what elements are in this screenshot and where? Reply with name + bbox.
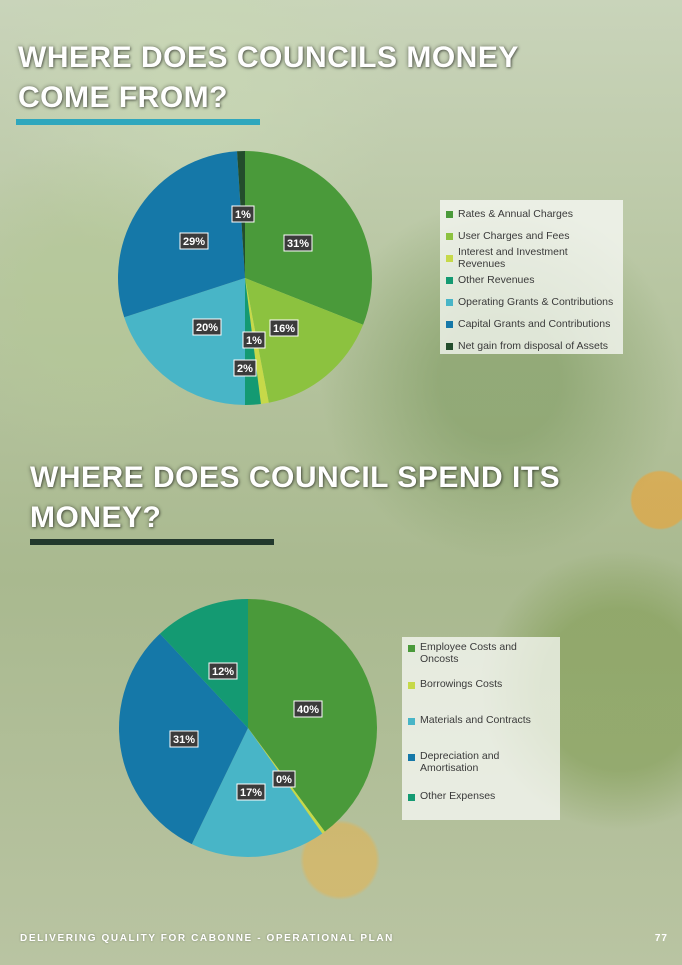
legend-item: User Charges and Fees (446, 225, 617, 247)
page-number: 77 (654, 933, 668, 944)
data-label: 2% (233, 359, 257, 377)
expense-chart-title: WHERE DOES COUNCIL SPEND ITS MONEY? (30, 461, 561, 534)
legend-item: Borrowings Costs (408, 678, 548, 690)
legend-swatch (446, 232, 453, 240)
legend-item: Employee Costs and Oncosts (408, 641, 548, 665)
expense-legend: Employee Costs and Oncosts Borrowings Cos… (402, 637, 560, 820)
legend-swatch (408, 682, 415, 689)
legend-item: Capital Grants and Contributions (446, 313, 617, 335)
title-underline (30, 539, 274, 545)
legend-swatch (408, 794, 415, 801)
data-label: 31% (283, 234, 313, 252)
legend-swatch (446, 298, 453, 306)
legend-label: Net gain from disposal of Assets (458, 340, 608, 352)
footer-text: DELIVERING QUALITY FOR CABONNE - OPERATI… (20, 933, 394, 944)
legend-label: Interest and Investment Revenues (458, 246, 568, 270)
legend-label: Depreciation and Amortisation (420, 750, 500, 774)
title-underline (16, 119, 260, 125)
legend-swatch (408, 754, 415, 761)
legend-swatch (408, 645, 415, 652)
income-chart-title: WHERE DOES COUNCILS MONEY COME FROM? (18, 41, 519, 114)
legend-item: Rates & Annual Charges (446, 203, 617, 225)
svg-text:1%: 1% (235, 209, 251, 221)
data-label: 29% (179, 232, 209, 250)
svg-text:1%: 1% (246, 335, 262, 347)
legend-swatch (408, 718, 415, 725)
svg-text:31%: 31% (287, 238, 309, 250)
legend-label: Other Revenues (458, 274, 535, 286)
legend-item: Operating Grants & Contributions (446, 291, 617, 313)
pie-slice (245, 278, 364, 403)
data-label: 1% (242, 331, 266, 349)
legend-swatch (446, 210, 453, 218)
pie-slice (124, 278, 245, 405)
legend-item: Net gain from disposal of Assets (446, 335, 617, 357)
data-label: 20% (192, 318, 222, 336)
legend-item: Materials and Contracts (408, 714, 548, 726)
legend-swatch (446, 254, 453, 262)
svg-text:2%: 2% (237, 363, 253, 375)
legend-swatch (446, 276, 453, 284)
legend-label: Rates & Annual Charges (458, 208, 573, 220)
svg-text:29%: 29% (183, 236, 205, 248)
legend-label: Employee Costs and Oncosts (420, 641, 517, 665)
legend-swatch (446, 342, 453, 350)
legend-item: Interest and Investment Revenues (446, 246, 617, 270)
legend-item: Depreciation and Amortisation (408, 750, 548, 774)
svg-text:16%: 16% (273, 323, 295, 335)
legend-swatch (446, 320, 453, 328)
legend-label: Operating Grants & Contributions (458, 296, 614, 308)
legend-label: Other Expenses (420, 790, 496, 802)
legend-label: User Charges and Fees (458, 230, 570, 242)
legend-label: Borrowings Costs (420, 678, 503, 690)
legend-item: Other Revenues (446, 269, 617, 291)
svg-text:20%: 20% (196, 322, 218, 334)
data-label: 1% (231, 205, 255, 223)
legend-label: Materials and Contracts (420, 714, 531, 726)
income-legend: Rates & Annual Charges User Charges and F… (440, 200, 623, 354)
legend-item: Other Expenses (408, 790, 548, 802)
data-label: 16% (269, 319, 299, 337)
legend-label: Capital Grants and Contributions (458, 318, 611, 330)
